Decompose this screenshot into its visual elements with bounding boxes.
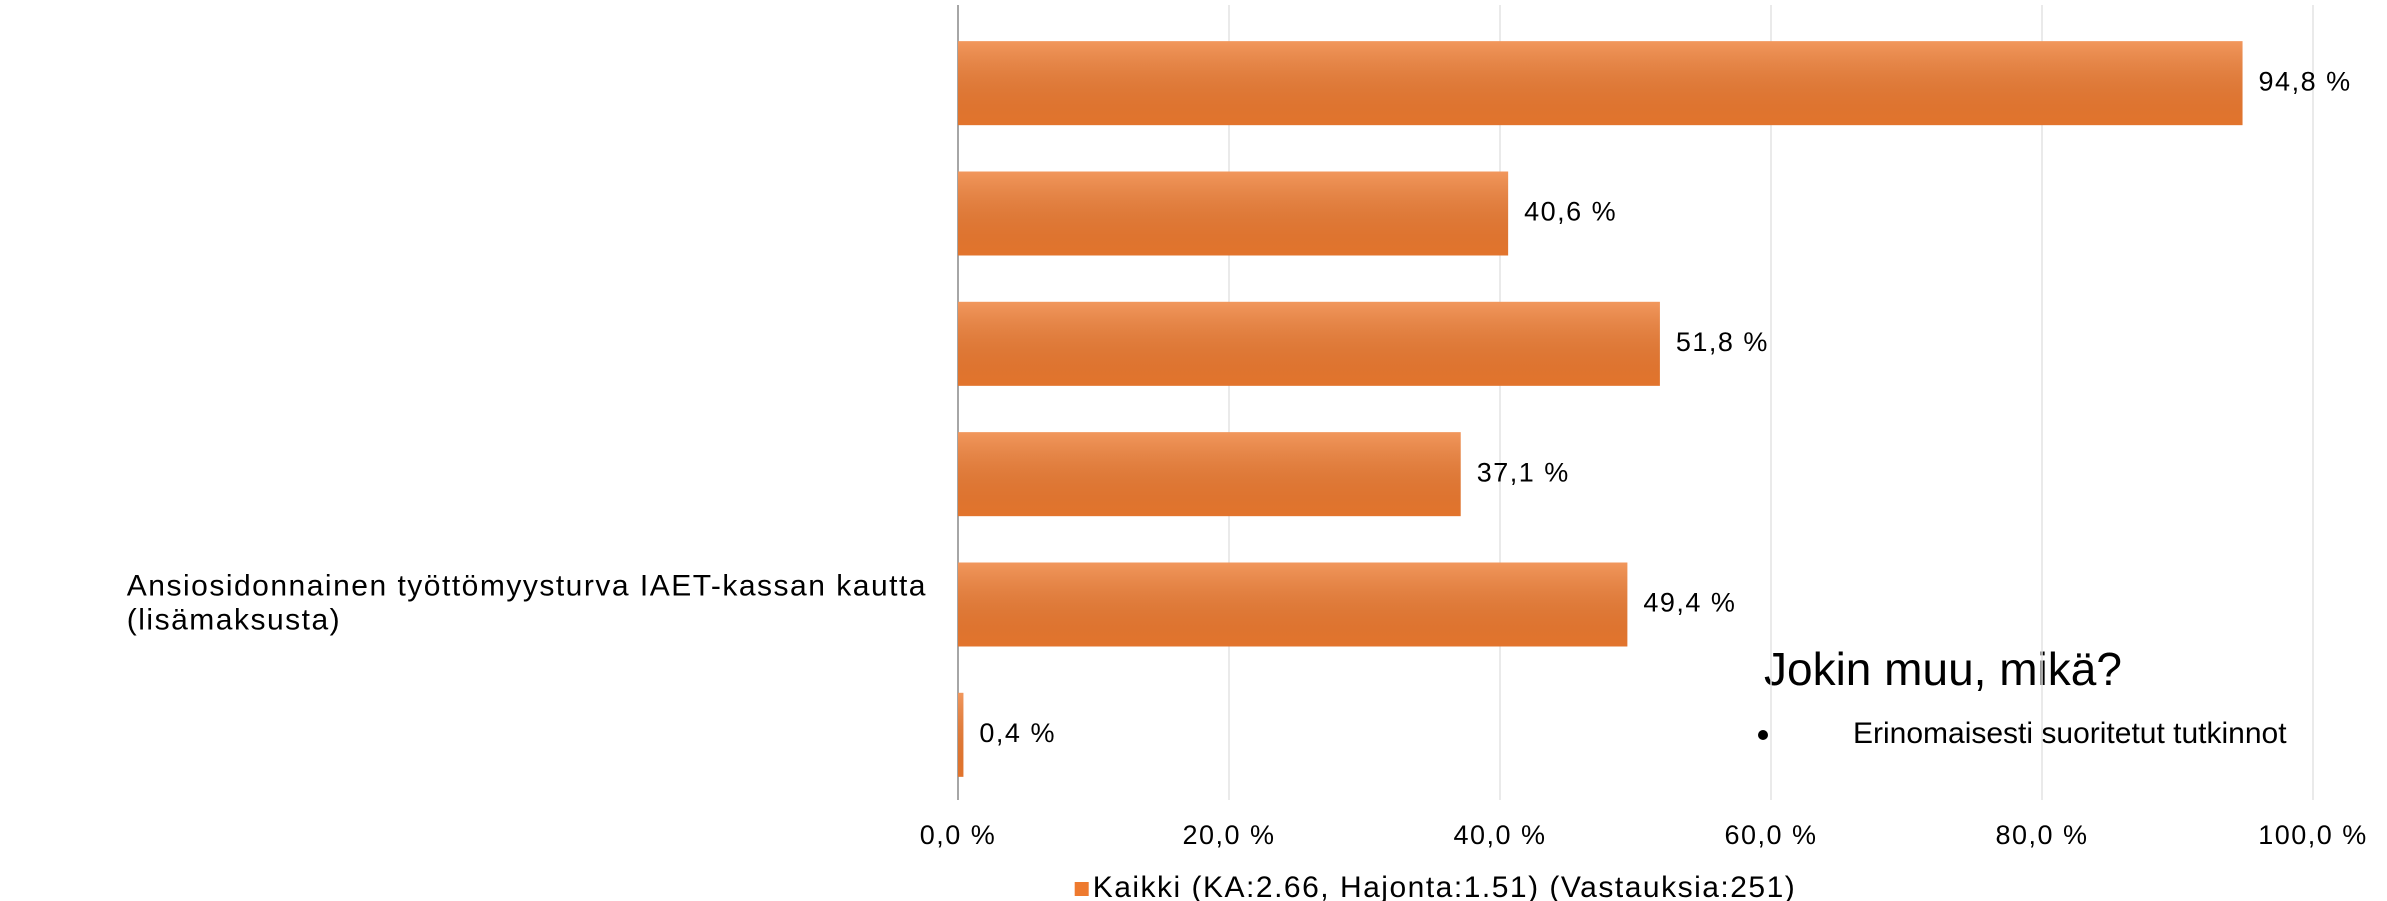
value-label: 49,4 % xyxy=(1643,588,1736,618)
legend-swatch xyxy=(1074,882,1089,896)
bar-shine xyxy=(958,562,1628,647)
x-tick-label: 40,0 % xyxy=(1453,820,1546,850)
bar-shine xyxy=(958,301,1660,386)
value-label: 40,6 % xyxy=(1524,197,1617,227)
value-label: 51,8 % xyxy=(1676,327,1769,357)
x-tick-label: 60,0 % xyxy=(1724,820,1817,850)
y-tick-label: Ansiosidonnainen työttömyysturva IAET-ka… xyxy=(127,569,927,636)
x-tick-label: 0,0 % xyxy=(920,820,997,850)
value-label: 0,4 % xyxy=(979,718,1056,748)
bar-shine xyxy=(958,41,2243,126)
annotation-item: Erinomaisesti suoritetut tutkinnot xyxy=(1853,717,2287,750)
bar-shine xyxy=(958,171,1509,256)
bar-shine xyxy=(958,432,1461,517)
bullet xyxy=(1758,730,1768,740)
x-tick-label: 20,0 % xyxy=(1182,820,1275,850)
legend-label: Kaikki (KA:2.66, Hajonta:1.51) (Vastauks… xyxy=(1093,871,1797,901)
x-tick-label: 80,0 % xyxy=(1995,820,2088,850)
annotation-title: Jokin muu, mikä? xyxy=(1764,643,2122,695)
value-label: 94,8 % xyxy=(2259,66,2352,96)
label-line: (lisämaksusta) xyxy=(127,603,341,636)
x-tick-label: 100,0 % xyxy=(2258,820,2368,850)
label-line: Ansiosidonnainen työttömyysturva IAET-ka… xyxy=(127,569,927,602)
value-label: 37,1 % xyxy=(1477,457,1570,487)
bar-shine xyxy=(958,692,964,777)
